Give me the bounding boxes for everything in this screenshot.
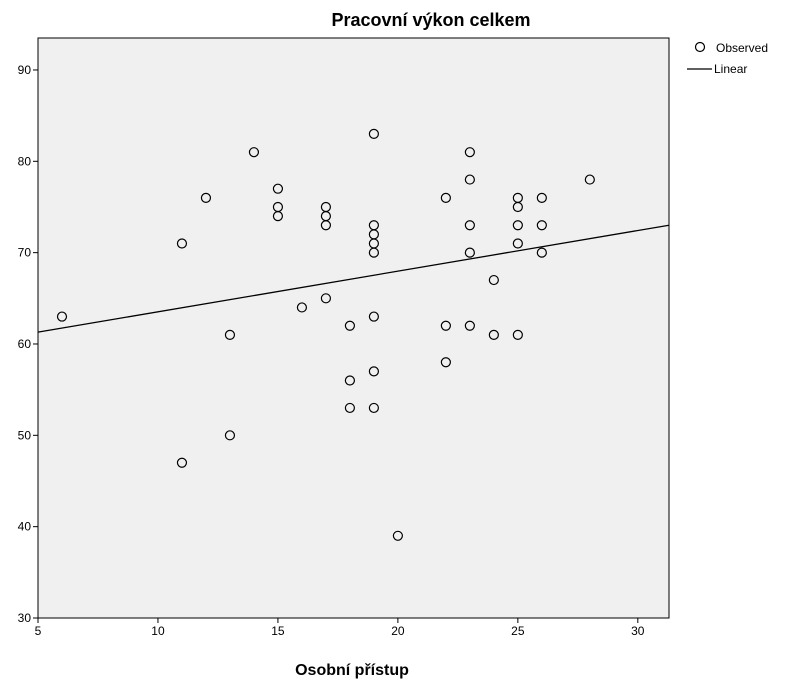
data-point: [464, 147, 475, 158]
data-point: [464, 320, 475, 331]
observed-points: [56, 128, 595, 541]
data-point: [488, 274, 499, 286]
y-tick-label: 40: [18, 520, 32, 534]
data-point: [512, 201, 523, 213]
data-point: [512, 238, 523, 249]
data-point: [320, 220, 332, 231]
legend-observed-marker: [694, 41, 706, 53]
data-point: [512, 329, 523, 340]
data-point: [464, 220, 475, 231]
data-point: [56, 311, 68, 322]
legend: Observed Linear: [687, 41, 768, 76]
y-tick-label: 70: [18, 246, 32, 260]
data-point: [464, 174, 475, 185]
x-axis-title: Osobní přístup: [295, 662, 409, 679]
chart-title: Pracovní výkon celkem: [331, 10, 530, 30]
y-tick-label: 90: [18, 63, 32, 77]
data-point: [344, 320, 356, 331]
y-tick-label: 60: [18, 337, 32, 351]
data-point: [368, 311, 379, 322]
data-point: [368, 247, 379, 258]
data-point: [224, 430, 236, 441]
data-point: [248, 147, 260, 158]
data-point: [440, 192, 451, 203]
data-point: [536, 220, 547, 231]
legend-observed-label: Observed: [716, 41, 768, 55]
data-point: [176, 238, 188, 249]
y-tick-label: 80: [18, 154, 32, 168]
data-point: [344, 402, 356, 414]
y-tick-label: 30: [18, 611, 32, 625]
data-point: [368, 128, 379, 140]
data-point: [440, 357, 451, 368]
x-tick-label: 10: [151, 624, 165, 638]
data-point: [344, 375, 356, 386]
data-point: [368, 402, 379, 414]
data-point: [392, 530, 403, 541]
data-point: [536, 192, 547, 203]
data-point: [440, 320, 451, 331]
x-tick-label: 30: [631, 624, 645, 638]
x-tick-label: 25: [511, 624, 525, 638]
x-tick-label: 20: [391, 624, 405, 638]
y-tick-label: 50: [18, 428, 32, 442]
data-point: [464, 247, 475, 258]
data-point: [536, 247, 547, 258]
data-point: [320, 293, 332, 304]
x-tick-label: 15: [271, 624, 285, 638]
axis-ticks: 5 10 15 20 25 30 30 40 50 60 70 80 90: [18, 63, 645, 638]
data-point: [488, 329, 499, 340]
x-tick-label: 5: [35, 624, 42, 638]
plot-frame: [37, 37, 670, 619]
data-point: [272, 183, 284, 194]
data-point: [512, 220, 523, 231]
data-point: [272, 211, 284, 222]
legend-linear-label: Linear: [714, 62, 747, 76]
linear-fit: [37, 224, 670, 333]
data-point: [584, 174, 595, 185]
data-point: [224, 329, 236, 340]
data-point: [176, 457, 188, 468]
data-point: [200, 192, 212, 203]
data-point: [296, 302, 308, 313]
data-point: [368, 366, 379, 377]
linear-fit-line: [37, 224, 670, 333]
